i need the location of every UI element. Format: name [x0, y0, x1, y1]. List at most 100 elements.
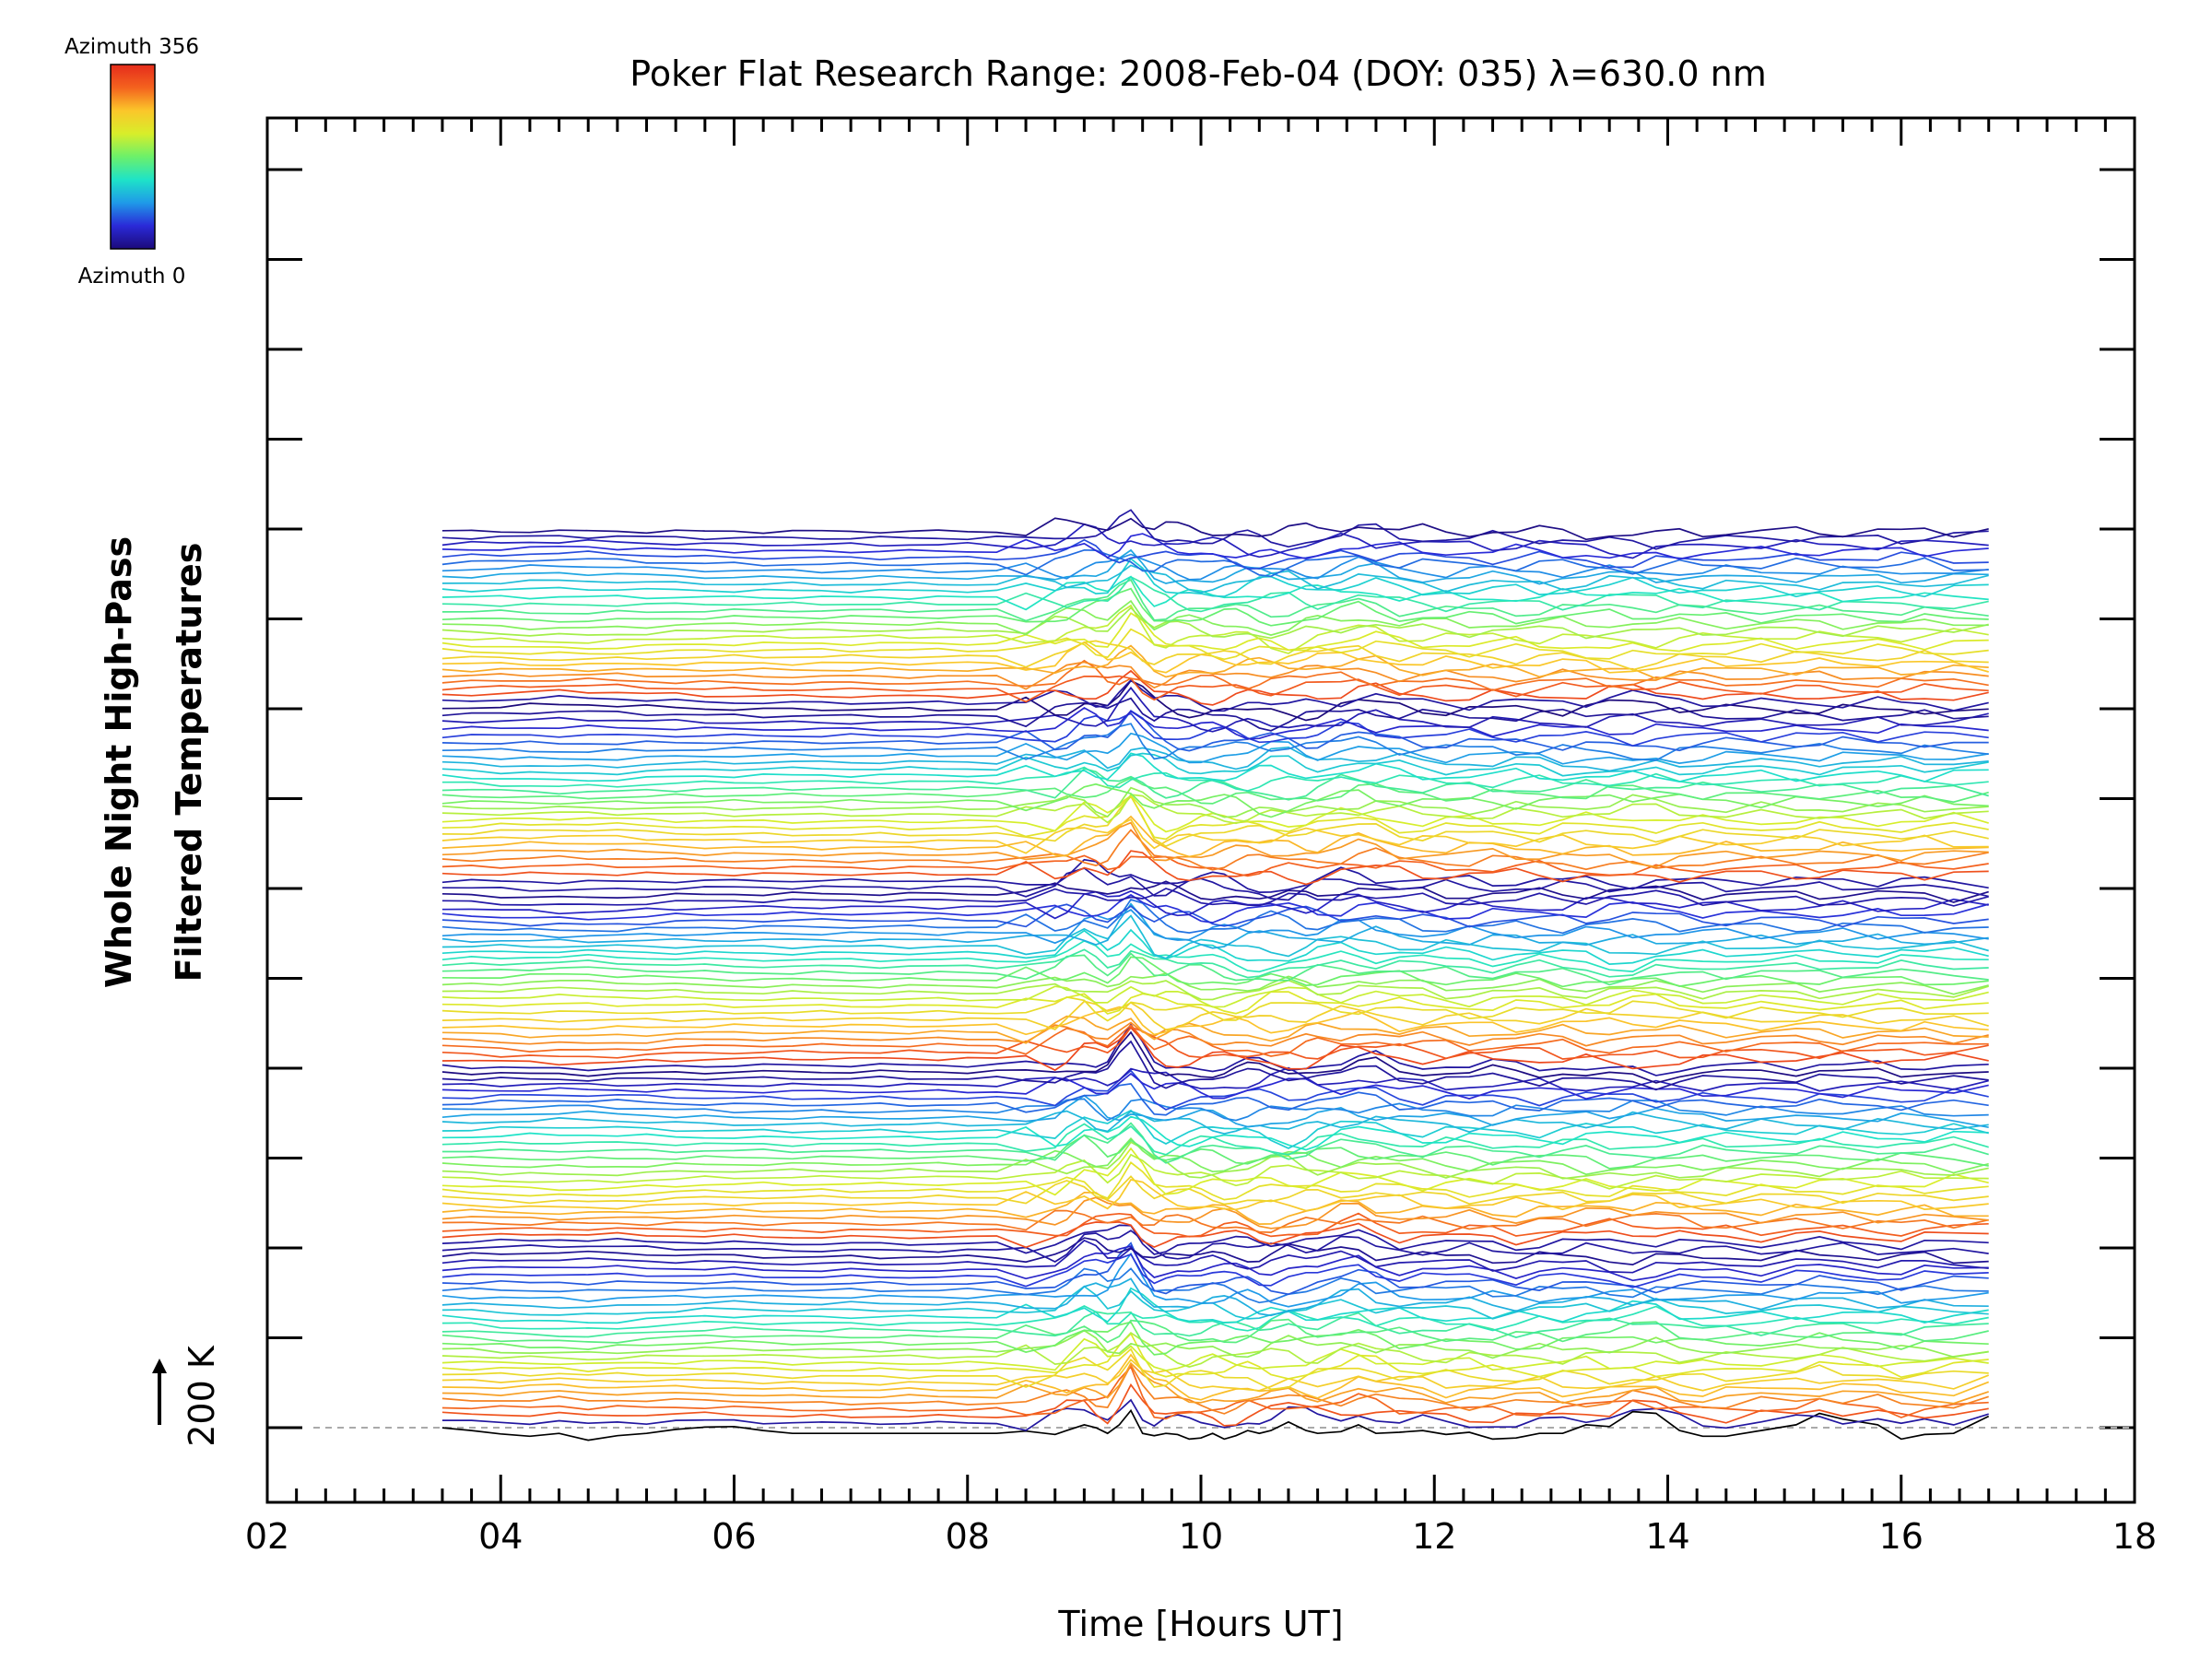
temperature-trace	[441, 706, 1989, 740]
temperature-trace	[441, 1098, 1989, 1122]
temperature-trace	[441, 1134, 1989, 1170]
temperature-trace	[441, 606, 1989, 640]
temperature-trace	[441, 1408, 1990, 1441]
temperature-trace	[441, 1006, 1989, 1036]
temperature-trace	[441, 1398, 1989, 1431]
temperature-trace	[441, 678, 1989, 712]
temperature-trace	[441, 794, 1989, 848]
temperature-trace	[441, 641, 1989, 674]
temperature-trace	[441, 1023, 1989, 1077]
temperature-trace	[441, 1123, 1989, 1156]
temperature-trace	[441, 1040, 1989, 1091]
temperature-trace	[441, 768, 1989, 801]
temperature-trace	[441, 880, 1989, 903]
temperature-trace	[441, 893, 1989, 924]
temperature-trace	[441, 1147, 1989, 1196]
temperature-trace	[441, 712, 1989, 747]
temperature-trace	[441, 1122, 1989, 1164]
temperature-trace	[441, 1110, 1989, 1135]
temperature-trace	[441, 972, 1989, 995]
scale-bar: 200 K	[152, 1345, 222, 1447]
temperature-trace	[441, 604, 1989, 654]
temperature-trace	[441, 1382, 1989, 1427]
temperature-trace	[441, 909, 1989, 945]
temperature-trace	[441, 889, 1989, 920]
temperature-trace	[441, 818, 1989, 854]
y-axis-title-line-2: Filtered Temperatures	[169, 543, 209, 982]
temperature-trace	[441, 575, 1989, 613]
temperature-trace	[441, 1363, 1989, 1415]
temperature-trace	[441, 1137, 1989, 1176]
temperature-trace	[441, 1287, 1989, 1324]
temperature-trace	[441, 732, 1989, 765]
temperature-trace	[441, 1331, 1989, 1368]
temperature-trace	[441, 914, 1989, 959]
temperature-trace	[441, 777, 1989, 805]
temperature-trace	[441, 782, 1989, 818]
temperature-trace	[441, 533, 1989, 560]
temperature-trace	[441, 612, 1989, 653]
temperature-trace	[441, 1066, 1989, 1092]
temperature-trace	[441, 902, 1989, 949]
colorbar-gradient	[110, 64, 156, 250]
temperature-trace	[441, 710, 1989, 752]
colorbar: Azimuth 356 Azimuth 0	[65, 35, 199, 288]
temperature-trace	[441, 815, 1989, 858]
x-tick-label: 02	[245, 1516, 289, 1557]
temperature-trace	[441, 1026, 1989, 1060]
colorbar-top-label: Azimuth 356	[65, 35, 199, 59]
temperature-trace	[441, 952, 1989, 986]
temperature-trace	[441, 850, 1989, 886]
temperature-trace	[441, 1082, 1989, 1116]
temperature-trace	[441, 599, 1989, 636]
x-tick-label: 08	[946, 1516, 990, 1557]
x-tick-label: 12	[1412, 1516, 1456, 1557]
temperature-trace	[441, 746, 1989, 772]
temperature-trace	[441, 752, 1989, 782]
temperature-trace	[441, 564, 1989, 594]
temperature-trace	[441, 794, 1989, 841]
x-tick-label: 10	[1179, 1516, 1223, 1557]
x-tick-label: 04	[478, 1516, 523, 1557]
temperature-trace	[441, 1115, 1989, 1151]
temperature-trace	[441, 948, 1989, 979]
temperature-trace	[441, 723, 1989, 761]
temperature-trace	[441, 752, 1989, 777]
temperature-trace	[441, 1026, 1989, 1072]
temperature-trace	[441, 557, 1989, 598]
temperature-trace	[441, 628, 1989, 661]
temperature-trace	[441, 1361, 1989, 1405]
scale-bar-label: 200 K	[182, 1345, 222, 1447]
temperature-trace	[441, 1069, 1989, 1111]
temperature-trace	[441, 928, 1989, 965]
x-tick-label: 06	[712, 1516, 756, 1557]
temperature-trace	[441, 1209, 1989, 1233]
temperature-trace	[441, 1332, 1989, 1380]
temperature-trace	[441, 766, 1989, 792]
temperature-trace	[441, 1358, 1990, 1392]
plot-frame	[265, 116, 2136, 1504]
trace-stack	[441, 509, 1990, 1441]
temperature-trace	[441, 587, 1989, 627]
temperature-trace	[441, 1318, 1989, 1344]
temperature-trace	[441, 523, 1989, 559]
temperature-trace	[441, 829, 1989, 871]
temperature-trace	[441, 578, 1989, 622]
temperature-trace	[441, 1000, 1989, 1031]
temperature-trace	[441, 1221, 1989, 1249]
temperature-trace	[441, 1109, 1989, 1149]
temperature-trace	[441, 548, 1989, 585]
temperature-trace	[441, 1196, 1989, 1230]
temperature-trace	[441, 985, 1989, 1008]
temperature-trace	[441, 1305, 1989, 1332]
temperature-trace	[441, 1365, 1989, 1420]
temperature-trace	[441, 1230, 1989, 1263]
temperature-trace	[441, 821, 1989, 868]
temperature-trace	[441, 1191, 1989, 1225]
temperature-trace	[441, 1175, 1989, 1206]
temperature-trace	[441, 1329, 1989, 1359]
x-axis-title: Time [Hours UT]	[1057, 1604, 1343, 1644]
x-axis-tick-labels: 02 04 06 08 10 12 14 16 18	[245, 1516, 2157, 1557]
temperature-trace	[441, 1239, 1989, 1274]
temperature-trace	[441, 669, 1989, 706]
